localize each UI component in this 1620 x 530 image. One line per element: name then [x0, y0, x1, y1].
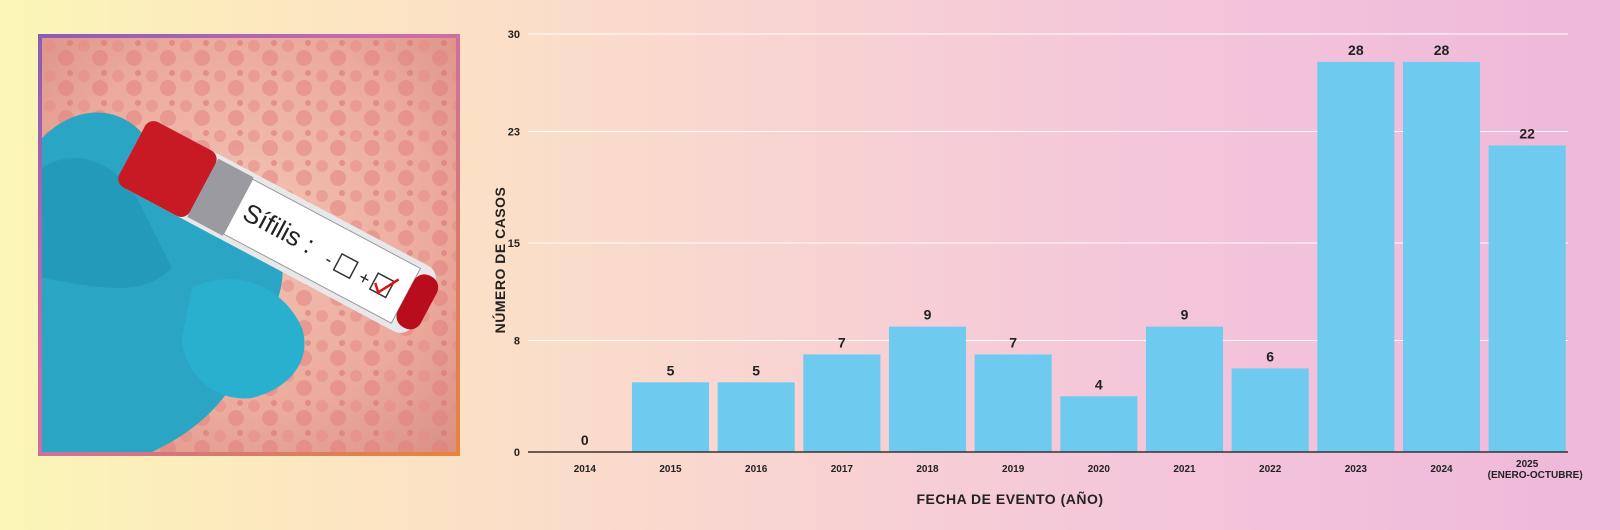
bar-2017 — [803, 354, 881, 452]
y-tick-label: 15 — [508, 238, 520, 250]
bar-2025 — [1488, 145, 1566, 452]
x-tick-label-2020: 2020 — [1088, 464, 1111, 475]
value-label-2017: 7 — [838, 334, 846, 350]
x-tick-label-2014: 2014 — [574, 464, 597, 475]
value-label-2019: 7 — [1009, 334, 1017, 350]
x-tick-label-2021: 2021 — [1173, 464, 1196, 475]
value-label-2018: 9 — [924, 307, 932, 323]
bar-2021 — [1145, 326, 1224, 452]
y-tick-label: 0 — [514, 447, 520, 459]
value-label-2025: 22 — [1519, 125, 1535, 141]
bar-2018 — [888, 326, 967, 452]
gridlines — [528, 33, 1568, 342]
negative-checkbox — [332, 252, 359, 280]
x-tick-label-2017: 2017 — [831, 464, 854, 475]
bar-2016 — [717, 382, 795, 452]
bar-2019 — [974, 354, 1052, 452]
check-mark-icon — [374, 278, 400, 295]
x-tick-label-2022: 2022 — [1259, 464, 1282, 475]
value-label-2016: 5 — [752, 362, 760, 378]
syphilis-test-photo: Sífilis : - + — [38, 34, 460, 456]
y-axis-title: NÚMERO DE CASOS — [491, 187, 508, 334]
x-tick-label-2016: 2016 — [745, 464, 768, 475]
y-tick-label: 30 — [508, 29, 520, 41]
x-tick-label-2018: 2018 — [916, 464, 939, 475]
y-axis-ticks: 0 8 15 23 30 — [508, 29, 520, 459]
y-tick-label: 23 — [508, 127, 520, 139]
y-tick-label: 8 — [514, 336, 520, 348]
bar-2020 — [1060, 396, 1138, 452]
value-label-2015: 5 — [667, 362, 675, 378]
bars: 0 5 5 7 9 7 4 9 6 28 28 22 — [581, 42, 1566, 452]
x-tick-label-2019: 2019 — [1002, 464, 1025, 475]
x-tick-sublabel-2025: (ENERO-OCTUBRE) — [1488, 470, 1583, 481]
value-label-2020: 4 — [1095, 376, 1103, 392]
x-axis-ticks: 2014 2015 2016 2017 2018 2019 2020 2021 2022 2023… — [574, 459, 1583, 481]
value-label-2021: 9 — [1181, 307, 1189, 323]
value-label-2014: 0 — [581, 432, 589, 448]
x-tick-label-2025: 2025 — [1516, 459, 1539, 470]
x-tick-label-2015: 2015 — [659, 464, 682, 475]
bar-2022 — [1231, 368, 1309, 452]
value-label-2022: 6 — [1266, 348, 1274, 364]
value-label-2023: 28 — [1348, 42, 1364, 58]
bar-2015 — [631, 382, 710, 452]
x-tick-label-2023: 2023 — [1345, 464, 1368, 475]
bar-2023 — [1317, 61, 1395, 452]
x-tick-label-2024: 2024 — [1430, 464, 1453, 475]
x-axis-title: FECHA DE EVENTO (AÑO) — [916, 490, 1103, 507]
bar-2024 — [1402, 61, 1481, 452]
value-label-2024: 28 — [1434, 42, 1450, 58]
